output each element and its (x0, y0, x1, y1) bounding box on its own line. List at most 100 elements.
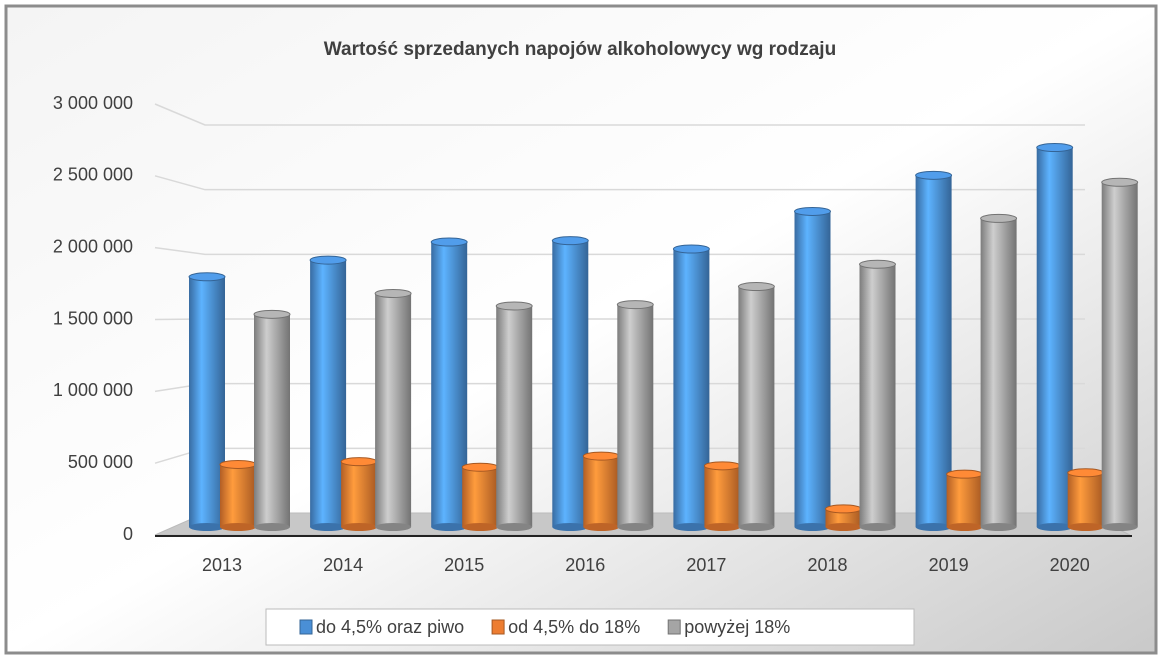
bar-bottom (738, 523, 775, 531)
bar-top (703, 461, 741, 471)
bar (737, 282, 775, 531)
bar (582, 451, 620, 531)
bar-body (825, 508, 862, 527)
x-tick-label: 2017 (686, 555, 726, 575)
bar-body (310, 260, 347, 527)
bar-top (1036, 143, 1074, 153)
legend-swatch (299, 619, 313, 635)
bar-bottom (431, 523, 468, 531)
y-tick-label: 2 500 000 (53, 165, 133, 185)
bar-body (1036, 147, 1073, 527)
bar (703, 461, 741, 531)
grid-line (154, 246, 1085, 256)
x-tick-label: 2018 (807, 555, 847, 575)
legend-swatch (491, 619, 505, 635)
bar-bottom (310, 523, 347, 531)
bar (374, 288, 412, 531)
y-tick-label: 0 (123, 524, 133, 544)
bar-body (915, 175, 952, 527)
x-tick-label: 2013 (202, 555, 242, 575)
bar-top (1067, 468, 1105, 478)
bar-body (375, 293, 412, 527)
bar-top (188, 272, 226, 282)
bar-body (946, 474, 983, 527)
bar (253, 309, 291, 531)
bar-top (672, 244, 710, 254)
bar-bottom (980, 523, 1017, 531)
bar-body (738, 286, 775, 527)
bar-body (859, 264, 896, 527)
bar-bottom (496, 523, 533, 531)
bar-top (374, 288, 412, 298)
bar-top (1101, 177, 1139, 187)
bar-body (583, 456, 620, 527)
y-tick-label: 3 000 000 (53, 93, 133, 113)
bar-top (430, 237, 468, 247)
bar-top (582, 451, 620, 461)
bar-bottom (254, 523, 290, 531)
x-tick-label: 2019 (929, 555, 969, 575)
bar-bottom (1101, 523, 1138, 531)
bar-top (825, 504, 862, 514)
bar-body (673, 249, 710, 527)
x-tick-label: 2015 (444, 555, 484, 575)
bar-bottom (375, 523, 412, 531)
bar-top (980, 213, 1018, 223)
x-tick-label: 2020 (1050, 555, 1090, 575)
bar-bottom (189, 523, 225, 531)
bar (219, 459, 257, 531)
bar-body (220, 464, 256, 527)
bar-bottom (915, 523, 952, 531)
bar (551, 236, 589, 531)
bar-top (461, 462, 499, 472)
bar-body (794, 211, 831, 527)
bar-bottom (673, 523, 710, 531)
bar (616, 300, 654, 531)
bar-bottom (617, 523, 654, 531)
bar-top (737, 282, 775, 292)
bar (1101, 177, 1139, 531)
bar-top (309, 255, 347, 265)
bar-bottom (462, 523, 499, 531)
bar-bottom (1036, 523, 1073, 531)
chart-title: Wartość sprzedanych napojów alkoholowycy… (324, 39, 836, 60)
legend-label: powyżej 18% (684, 617, 790, 637)
legend-label: od 4,5% do 18% (508, 617, 640, 637)
y-tick-label: 1 000 000 (53, 380, 133, 400)
y-tick-label: 2 000 000 (53, 236, 133, 256)
bar (430, 237, 468, 531)
bar-top (915, 170, 953, 180)
bar (794, 206, 831, 531)
y-tick-label: 500 000 (68, 452, 133, 472)
bar-body (980, 218, 1017, 528)
bar-body (431, 242, 468, 528)
bar (915, 170, 953, 531)
bar-top (794, 206, 831, 216)
bar-top (340, 457, 378, 467)
bar-top (946, 469, 984, 479)
bar-body (189, 276, 225, 527)
bar-body (1101, 182, 1138, 527)
bar-body (462, 467, 499, 527)
bar-bottom (704, 523, 741, 531)
bar-top (253, 309, 291, 319)
bar-bottom (946, 523, 983, 531)
bar-bottom (1067, 523, 1104, 531)
bar (1067, 468, 1105, 531)
bar-bottom (552, 523, 589, 531)
bar (1036, 143, 1074, 531)
bar-bottom (341, 523, 378, 531)
bar (980, 213, 1018, 531)
legend-label: do 4,5% oraz piwo (316, 617, 464, 637)
bar-body (704, 465, 741, 527)
bar-body (1067, 472, 1104, 527)
bar (340, 457, 378, 531)
bar-top (551, 236, 589, 246)
bar-top (616, 300, 654, 310)
bar (495, 301, 533, 531)
y-tick-label: 1 500 000 (53, 308, 133, 328)
grid-line (154, 103, 1085, 126)
bar (461, 462, 499, 531)
legend (265, 608, 915, 646)
